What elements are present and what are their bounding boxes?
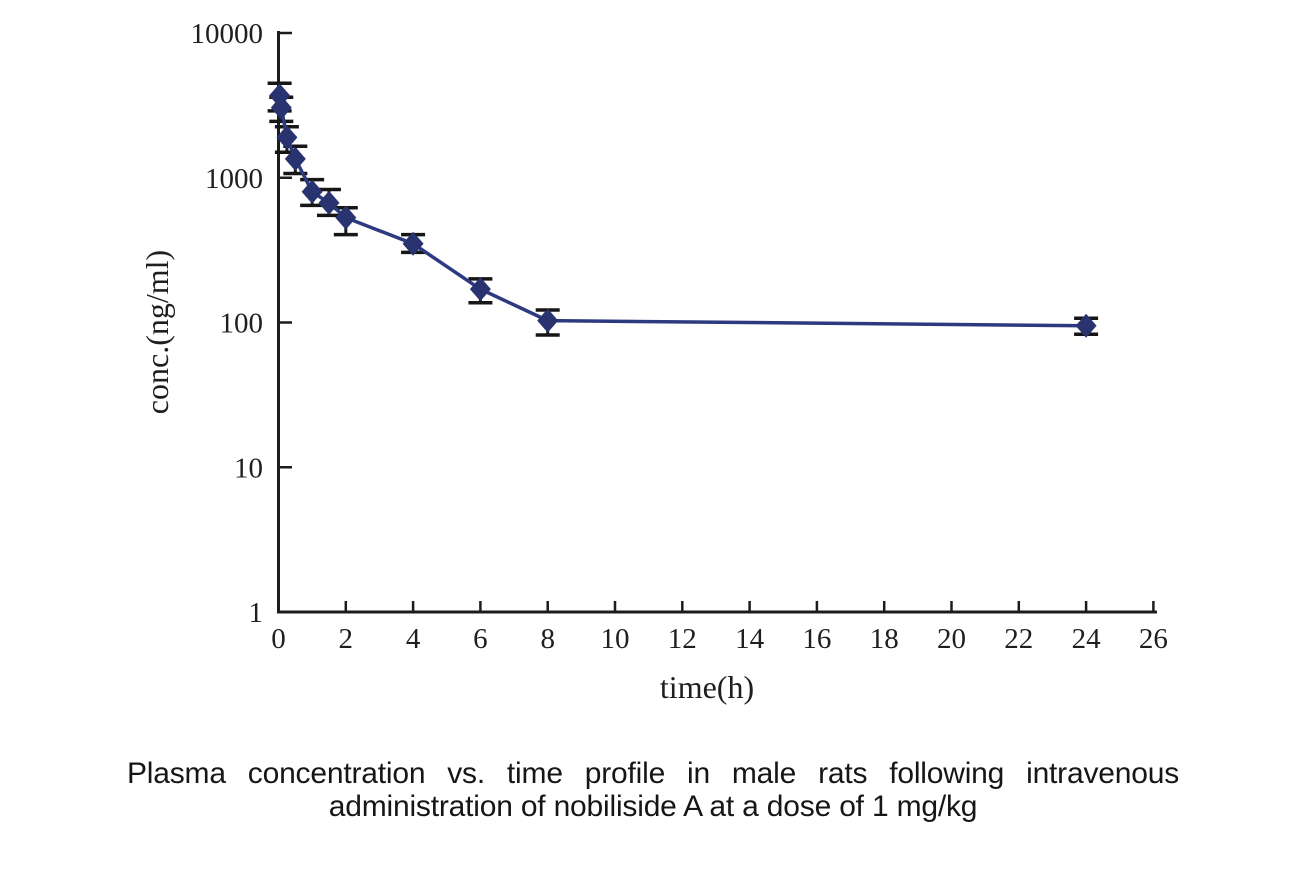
figure-caption: Plasma concentration vs. time profile in… <box>127 757 1179 823</box>
data-point-marker <box>301 179 323 204</box>
axis-lines <box>277 31 1157 614</box>
x-axis-tick-label: 14 <box>735 623 765 655</box>
data-point-marker <box>284 146 306 171</box>
data-point-marker <box>335 205 357 230</box>
caption-line-2: administration of nobiliside A at a dose… <box>328 790 978 823</box>
x-axis-tick-label: 22 <box>1004 623 1033 655</box>
x-axis-title: time(h) <box>660 669 754 705</box>
x-axis-tick-label: 4 <box>406 623 421 655</box>
data-point-marker <box>276 125 298 150</box>
x-axis-tick-label: 10 <box>601 623 630 655</box>
data-point-marker <box>469 277 491 302</box>
x-axis-tick-label: 24 <box>1072 623 1102 655</box>
caption-line-1: Plasma concentration vs. time profile in… <box>127 757 1179 790</box>
data-point-marker <box>402 231 424 256</box>
x-axis-tick-label: 0 <box>271 623 286 655</box>
x-axis-tick-label: 18 <box>870 623 899 655</box>
x-axis-tick-label: 16 <box>802 623 831 655</box>
data-point-marker <box>318 190 340 215</box>
data-point-marker <box>270 95 292 120</box>
x-axis-tick-label: 26 <box>1139 623 1168 655</box>
x-axis-tick-label: 20 <box>937 623 966 655</box>
data-point-marker <box>537 308 559 333</box>
y-axis-tick-label: 10 <box>234 452 263 484</box>
data-point-marker <box>1075 313 1097 338</box>
y-axis-tick-label: 1 <box>249 597 264 629</box>
y-axis-tick-label: 10000 <box>191 18 264 50</box>
x-axis-tick-label: 6 <box>473 623 488 655</box>
series-line <box>277 93 1088 328</box>
y-axis-tick-label: 1000 <box>205 163 263 195</box>
x-axis-tick-label: 8 <box>540 623 555 655</box>
x-axis-tick-label: 2 <box>339 623 354 655</box>
y-axis-title: conc.(ng/ml) <box>139 250 175 414</box>
y-axis-tick-label: 100 <box>220 308 264 340</box>
x-axis-tick-label: 12 <box>668 623 697 655</box>
